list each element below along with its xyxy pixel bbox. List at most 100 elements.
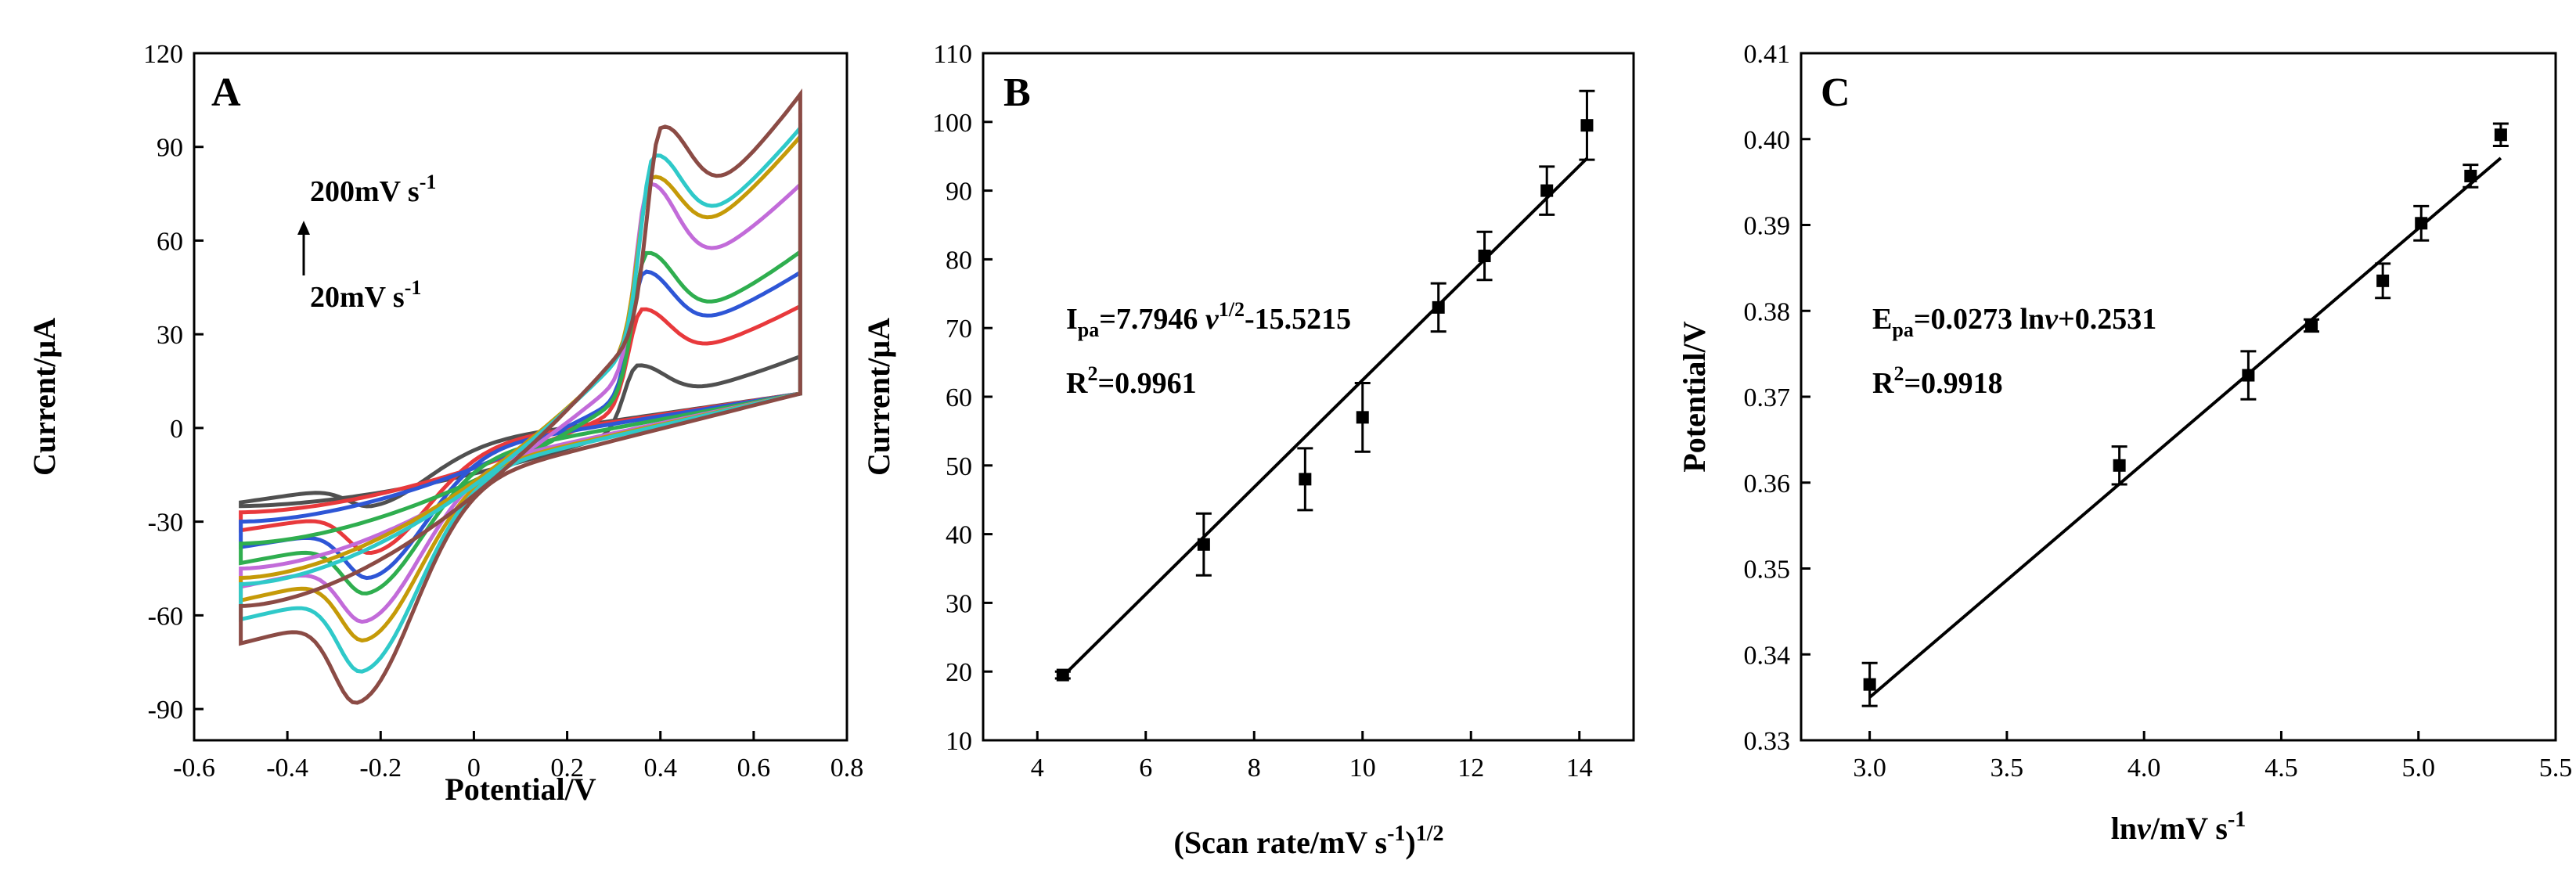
r-squared-b: R2=0.9961: [1066, 362, 1197, 400]
cv-curve-7: [239, 122, 802, 674]
y-tick-label-1: 70: [946, 315, 972, 344]
y-tick-label-1: 110: [933, 40, 972, 69]
data-point-c: [2240, 350, 2257, 401]
y-tick-label-1: 40: [946, 521, 972, 550]
y-tick-label-1: 90: [946, 178, 972, 207]
panel-c-chart: 3.0 3.5 4.0 4.5 5.0 5.5 0.33 0.34 0.35 0.36 0.37 0.…: [1677, 40, 2572, 846]
x-axis-label-b: (Scan rate/mV s-1)1/2: [1174, 822, 1444, 860]
marker-square: [2464, 169, 2477, 182]
marker-square: [1197, 538, 1210, 551]
marker-square: [2376, 274, 2390, 287]
x-tick-label-2: 5.0: [2401, 754, 2435, 783]
x-tick-label-2: 3.0: [1853, 754, 1886, 783]
fit-line-c: [1868, 157, 2502, 699]
panel-b-letter: B: [1003, 70, 1031, 115]
y-tick-label-0: 120: [143, 40, 183, 69]
x-tick-label-0: -0.4: [266, 754, 308, 783]
marker-square: [2242, 369, 2255, 382]
x-tick-label-1: 14: [1566, 754, 1593, 783]
marker-square: [1356, 411, 1369, 424]
y-tick-label-1: 30: [946, 589, 972, 618]
cv-curve-2: [239, 303, 802, 556]
y-tick-label-0: 30: [157, 321, 183, 350]
x-tick-label-0: 0.6: [737, 754, 771, 783]
y-tick-label-2: 0.35: [1744, 556, 1791, 585]
data-point-b: [1354, 381, 1371, 453]
y-tick-label-1: 80: [946, 246, 972, 275]
x-tick-label-1: 12: [1457, 754, 1484, 783]
panel-a-letter: A: [211, 70, 241, 115]
y-tick-label-2: 0.33: [1744, 727, 1791, 756]
data-point-b: [1195, 512, 1212, 577]
data-point-b: [1430, 282, 1447, 333]
x-tick-label-0: -0.2: [359, 754, 402, 783]
x-tick-label-0: 0.4: [643, 754, 677, 783]
y-tick-label-0: -30: [148, 509, 183, 538]
scan-rate-arrow: [297, 221, 310, 275]
panel-a-frame: [193, 52, 848, 742]
fit-line-b: [1061, 157, 1588, 678]
y-axis-label-b: Current/μA: [861, 318, 896, 476]
cv-curve-8: [239, 88, 802, 705]
data-point-c: [2375, 262, 2391, 300]
data-point-b: [1579, 89, 1595, 161]
y-tick-label-2: 0.39: [1744, 212, 1791, 241]
x-tick-label-2: 4.5: [2264, 754, 2298, 783]
marker-square: [1432, 300, 1445, 314]
y-tick-label-2: 0.38: [1744, 297, 1791, 326]
data-point-c: [2413, 204, 2430, 242]
marker-square: [1580, 119, 1594, 132]
x-axis-label-c: lnv/mV s-1: [2111, 808, 2246, 846]
x-tick-label-1: 4: [1031, 754, 1044, 783]
marker-square: [2113, 459, 2126, 472]
x-tick-label-2: 3.5: [1991, 754, 2024, 783]
marker-square: [2494, 128, 2507, 142]
x-tick-label-1: 6: [1139, 754, 1152, 783]
x-tick-label-0: 0.2: [550, 754, 584, 783]
data-point-b: [1476, 230, 1493, 282]
annotation-low-scan: 20mV s-1: [310, 276, 421, 314]
cv-curves: [239, 88, 802, 705]
y-tick-label-1: 50: [946, 452, 972, 481]
marker-square: [1299, 473, 1312, 486]
panel-b-chart: 4 6 8 10 12 14 10 20 30 40 50 60 70 80 90 100 110 B Ipa=…: [861, 40, 1635, 860]
data-point-b: [1297, 447, 1313, 512]
y-tick-label-2: 0.41: [1744, 40, 1791, 69]
marker-square: [2415, 217, 2428, 230]
y-tick-label-1: 20: [946, 658, 972, 687]
y-tick-label-0: -90: [148, 696, 183, 725]
cv-curve-1: [239, 353, 802, 509]
marker-square: [1056, 668, 1069, 682]
y-tick-label-2: 0.36: [1744, 470, 1791, 498]
marker-square: [2305, 318, 2318, 332]
r-squared-c: R2=0.9918: [1872, 362, 2003, 400]
data-point-c: [1861, 661, 1878, 707]
y-tick-label-2: 0.37: [1744, 383, 1791, 412]
marker-square: [1863, 678, 1876, 691]
y-tick-label-1: 100: [932, 109, 972, 138]
y-tick-label-1: 10: [946, 727, 972, 756]
y-tick-label-0: -60: [148, 602, 183, 631]
data-point-c: [2492, 122, 2509, 148]
marker-square: [1540, 184, 1554, 197]
y-axis-label-c: Potential/V: [1677, 321, 1712, 472]
marker-square: [1478, 250, 1491, 263]
panel-c-letter: C: [1821, 70, 1850, 115]
data-point-b: [1054, 668, 1071, 682]
x-tick-label-1: 8: [1248, 754, 1261, 783]
y-axis-label-a: Current/μA: [27, 318, 62, 476]
x-tick-label-0: 0: [467, 754, 481, 783]
x-tick-label-0: -0.6: [173, 754, 215, 783]
fit-equation-b: Ipa=7.7946 v1/2-15.5215: [1066, 298, 1351, 341]
y-tick-label-1: 60: [946, 383, 972, 412]
data-point-c: [2304, 318, 2320, 333]
x-tick-label-1: 10: [1349, 754, 1376, 783]
panel-a-chart: -0.6 -0.4 -0.2 0 0.2 0.4 0.6 0.8 -90 -60 -30 0 30 60 9…: [27, 40, 863, 807]
x-tick-label-2: 4.0: [2127, 754, 2161, 783]
y-tick-label-0: 0: [170, 415, 183, 444]
x-tick-label-0: 0.8: [830, 754, 864, 783]
x-tick-label-2: 5.5: [2539, 754, 2573, 783]
y-tick-label-2: 0.40: [1744, 126, 1791, 155]
y-tick-label-0: 60: [157, 227, 183, 256]
